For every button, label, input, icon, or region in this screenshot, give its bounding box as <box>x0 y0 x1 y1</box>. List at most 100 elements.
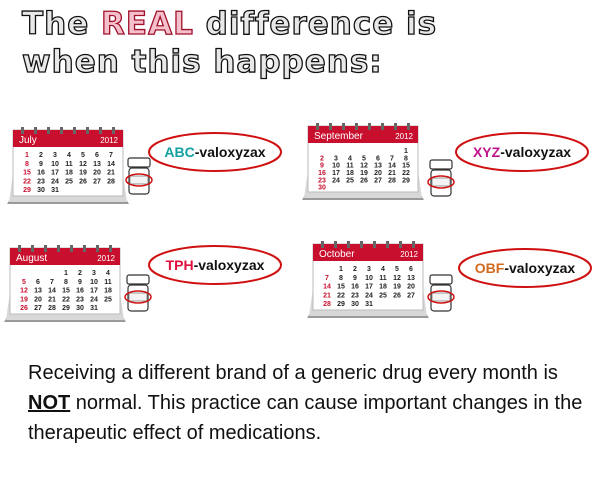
calendar-day: 28 <box>107 178 115 185</box>
calendar-day: 12 <box>393 275 401 282</box>
calendar-day: 26 <box>360 177 368 184</box>
calendar-day: 6 <box>376 155 380 162</box>
calendar-day: 14 <box>107 161 115 168</box>
bottle-cap <box>429 274 453 285</box>
calendar-day: 24 <box>51 178 59 185</box>
calendar-ring <box>34 127 37 134</box>
calendar-day: 2 <box>320 155 324 162</box>
calendar-ring <box>347 241 350 248</box>
calendar-day: 13 <box>407 275 415 282</box>
calendar-day: 23 <box>318 177 326 184</box>
calendar-day: 8 <box>404 155 408 162</box>
calendar-day: 3 <box>92 270 96 277</box>
calendar-day: 9 <box>353 275 357 282</box>
bottle-cap <box>127 157 151 168</box>
calendar-day: 7 <box>109 152 113 159</box>
calendar-ring <box>399 241 402 248</box>
calendar-day: 30 <box>318 185 326 192</box>
calendar-day: 6 <box>95 152 99 159</box>
calendar-ring <box>73 127 76 134</box>
bottle-circle <box>124 290 152 304</box>
calendar-day: 31 <box>51 187 59 194</box>
calendar-day: 12 <box>20 288 28 295</box>
calendar-ring <box>96 245 99 252</box>
calendar-day: 1 <box>339 266 343 273</box>
drug-bubble <box>148 245 282 285</box>
calendar-day: 9 <box>39 161 43 168</box>
drug-name: ABC-valoxyzax <box>164 144 265 160</box>
calendar-ring <box>70 245 73 252</box>
calendar-day: 29 <box>23 187 31 194</box>
calendar-day: 2 <box>39 152 43 159</box>
calendar-day: 29 <box>402 177 410 184</box>
calendar-ring <box>99 127 102 134</box>
calendar-day: 1 <box>404 148 408 155</box>
calendar-month: August <box>16 253 47 264</box>
calendar-day: 25 <box>65 178 73 185</box>
drug-prefix: ABC <box>164 144 194 160</box>
calendar-ring <box>373 241 376 248</box>
calendar-day: 11 <box>65 161 73 168</box>
body-part: normal. This practice can cause importan… <box>28 392 583 444</box>
calendar-ring <box>368 123 371 130</box>
calendar-ring <box>60 127 63 134</box>
drug-prefix: XYZ <box>473 144 501 160</box>
bottle-circle <box>427 290 455 304</box>
bottle-cap <box>429 159 453 170</box>
calendar-day: 2 <box>78 270 82 277</box>
calendar-day: 9 <box>320 163 324 170</box>
calendar-day: 10 <box>51 161 59 168</box>
drug-prefix: TPH <box>166 257 194 273</box>
calendar-day: 22 <box>402 170 410 177</box>
calendar-day: 24 <box>332 177 340 184</box>
calendar-day: 17 <box>51 170 59 177</box>
calendar-day: 6 <box>36 279 40 286</box>
calendar-day: 16 <box>351 284 359 291</box>
calendar-day: 21 <box>323 292 331 299</box>
calendar-ring <box>86 127 89 134</box>
calendar-day: 26 <box>20 305 28 312</box>
drug-name: XYZ-valoxyzax <box>473 144 571 160</box>
calendar-day: 19 <box>360 170 368 177</box>
calendar-day: 1 <box>64 270 68 277</box>
calendar-day: 2 <box>353 266 357 273</box>
calendar-day: 10 <box>332 163 340 170</box>
calendar-day: 22 <box>62 296 70 303</box>
bottle-circle <box>427 175 455 189</box>
calendar-day: 8 <box>25 161 29 168</box>
calendar-day: 3 <box>367 266 371 273</box>
calendar-ring <box>355 123 358 130</box>
calendar-day: 30 <box>76 305 84 312</box>
calendar-year: 2012 <box>100 136 118 145</box>
bottle-cap <box>126 274 150 285</box>
calendar-day: 15 <box>337 284 345 291</box>
calendar-header <box>10 248 120 265</box>
calendar-year: 2012 <box>97 254 115 263</box>
calendar-day: 4 <box>381 266 385 273</box>
calendar-day: 20 <box>34 296 42 303</box>
calendar-day: 31 <box>90 305 98 312</box>
calendar-ring <box>316 123 319 130</box>
calendar-day: 4 <box>348 155 352 162</box>
calendar-day: 3 <box>53 152 57 159</box>
calendar-day: 4 <box>67 152 71 159</box>
calendar-day: 7 <box>325 275 329 282</box>
calendar-ring <box>386 241 389 248</box>
calendar-ring <box>321 241 324 248</box>
calendar-day: 27 <box>374 177 382 184</box>
calendar-day: 13 <box>34 288 42 295</box>
calendar-ring <box>329 123 332 130</box>
calendar-day: 19 <box>393 284 401 291</box>
calendar-ring <box>44 245 47 252</box>
calendar-day: 20 <box>374 170 382 177</box>
calendar-day: 4 <box>106 270 110 277</box>
calendar-day: 20 <box>93 170 101 177</box>
calendar-day: 13 <box>374 163 382 170</box>
calendar-day: 6 <box>409 266 413 273</box>
calendar-day: 21 <box>107 170 115 177</box>
calendar-ring <box>342 123 345 130</box>
calendar-day: 3 <box>334 155 338 162</box>
calendar-day: 10 <box>90 279 98 286</box>
